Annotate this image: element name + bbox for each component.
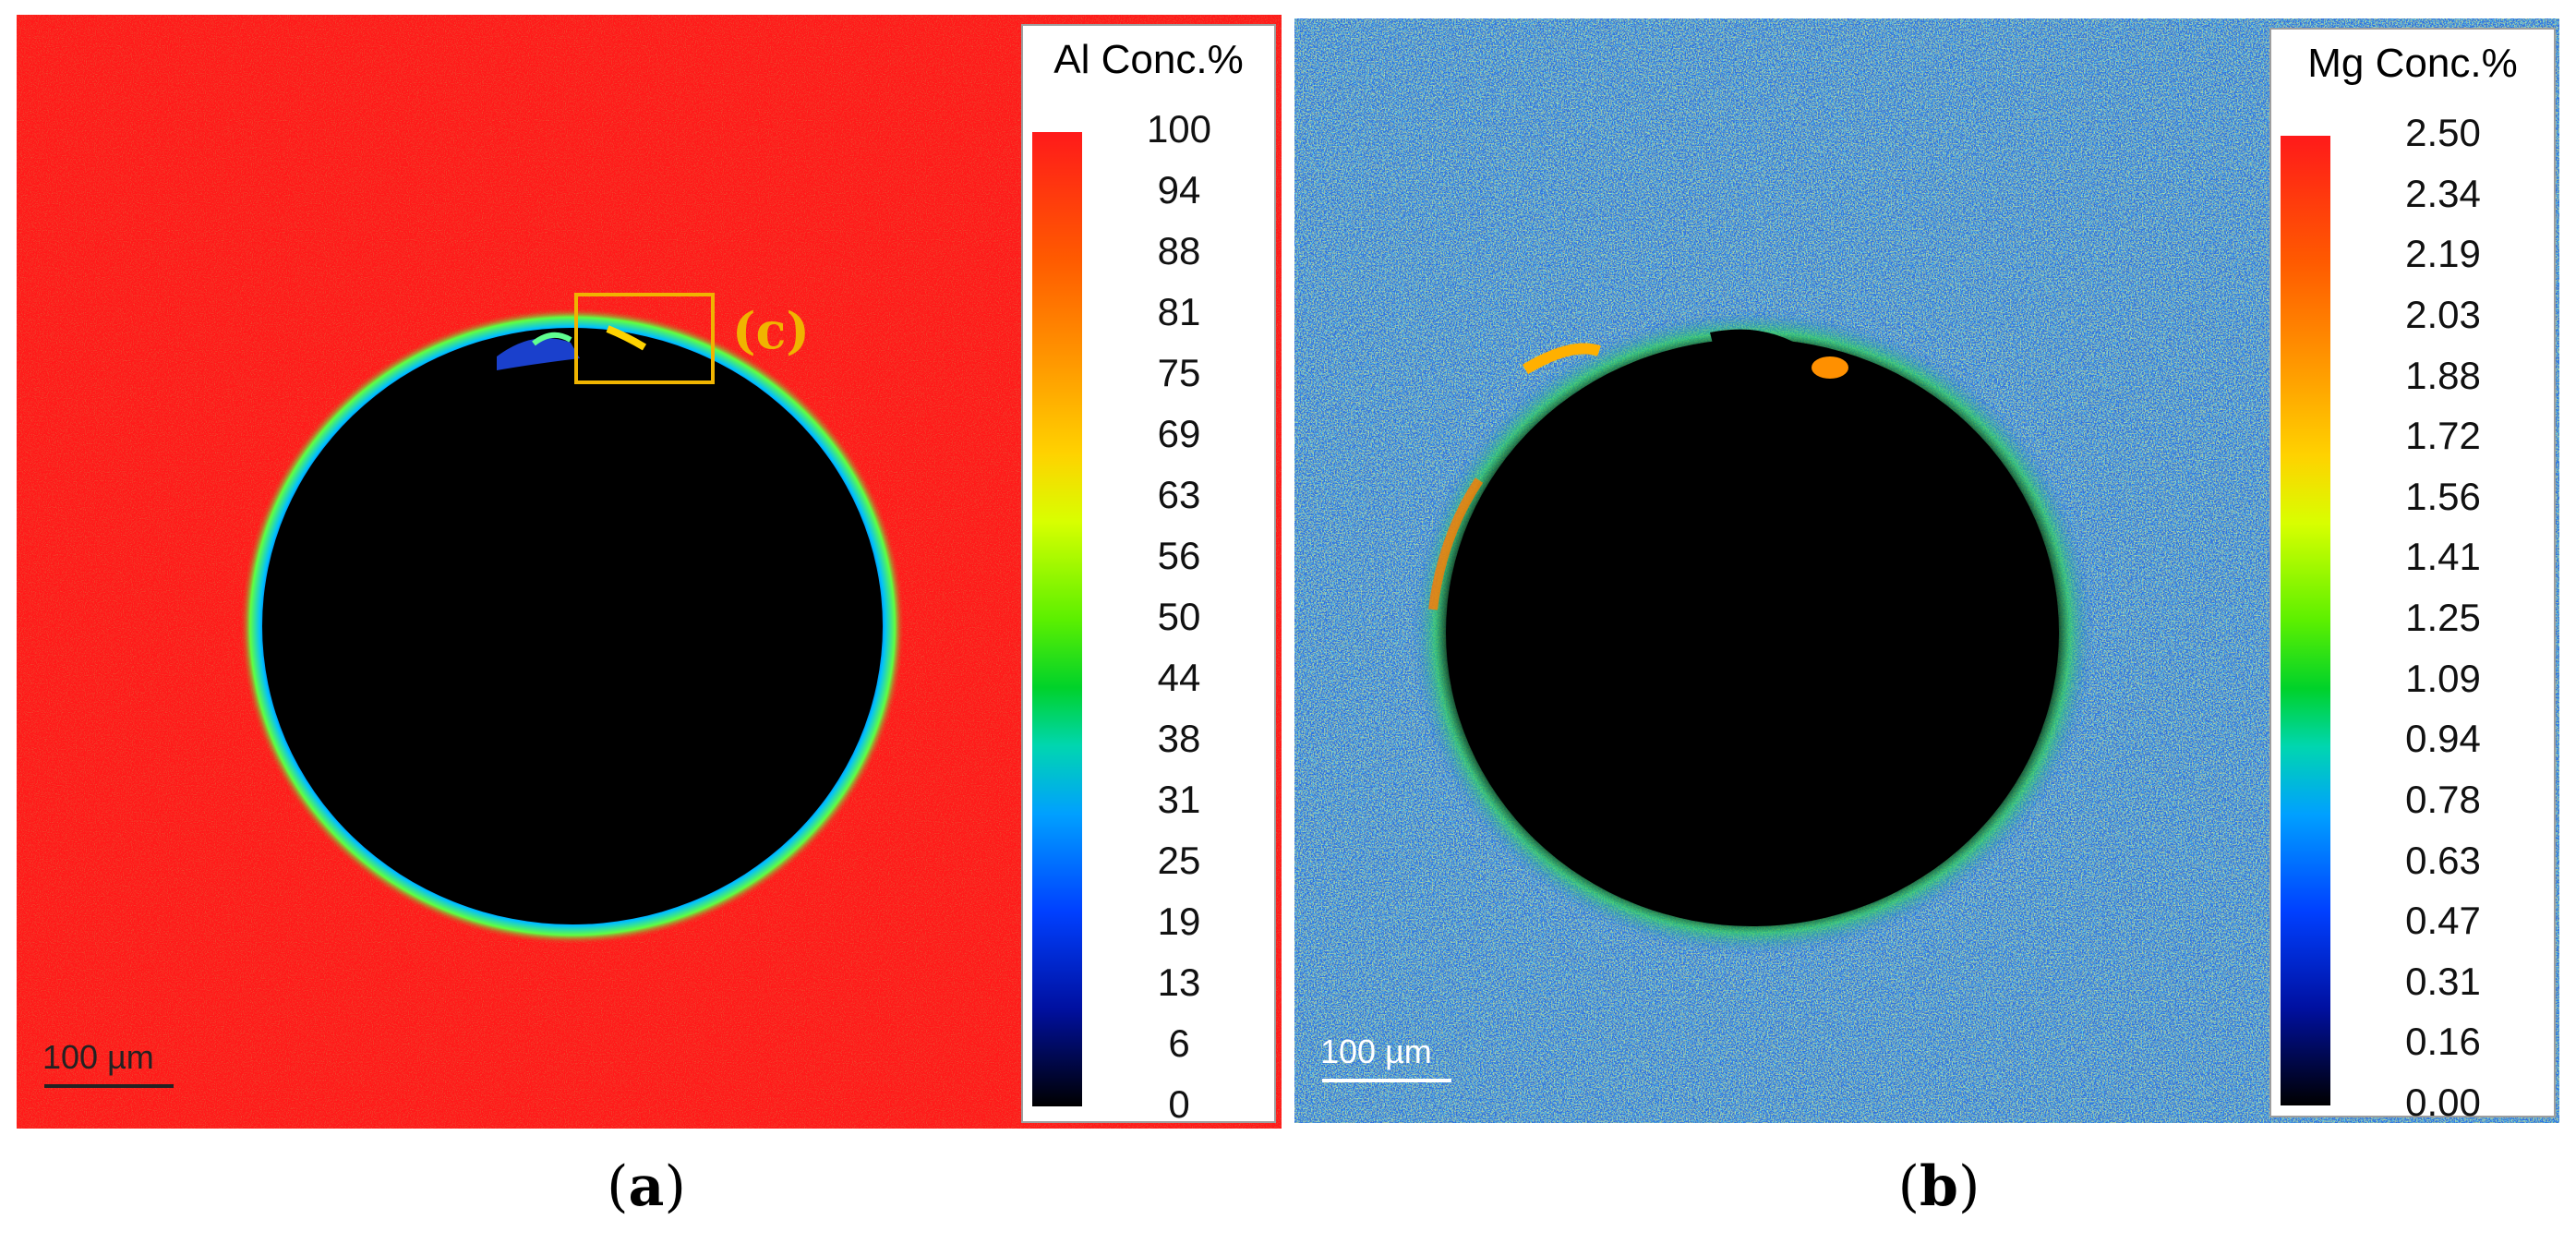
colorbar	[1032, 132, 1082, 1106]
tick-label: 100	[1146, 107, 1212, 151]
tick-label: 0	[1168, 1082, 1190, 1126]
tick-label: 1.56	[2405, 474, 2481, 518]
tick-label: 94	[1157, 168, 1201, 211]
tick-label: 1.25	[2405, 596, 2481, 639]
scale-bar-label: 100 µm	[1320, 1033, 1432, 1070]
inset-c-box	[574, 293, 715, 384]
colorbar	[2281, 136, 2330, 1105]
tick-label: 50	[1157, 595, 1201, 638]
tick-label: 0.63	[2405, 838, 2481, 882]
tick-label: 0.94	[2405, 717, 2481, 761]
tick-label: 31	[1157, 778, 1201, 821]
tick-label: 2.50	[2405, 111, 2481, 154]
tick-label: 63	[1157, 473, 1201, 516]
tick-label: 0.47	[2405, 899, 2481, 943]
tick-label: 19	[1157, 900, 1201, 943]
tick-label: 38	[1157, 717, 1201, 760]
tick-label: 0.00	[2405, 1081, 2481, 1124]
tick-label: 81	[1157, 290, 1201, 333]
tick-label: 13	[1157, 960, 1201, 1004]
void-hole	[1446, 339, 2059, 926]
panel-a-al-map: (c) 100 µm Al Conc.% 100 94 88 81 75 69 …	[17, 15, 1282, 1129]
tick-label: 1.88	[2405, 353, 2481, 397]
panel-b-caption: (b)	[1897, 1154, 1980, 1219]
scale-bar-label: 100 µm	[42, 1038, 154, 1076]
panel-a-caption: (a)	[607, 1154, 686, 1219]
tick-label: 1.09	[2405, 656, 2481, 700]
tick-label: 6	[1168, 1021, 1190, 1065]
tick-label: 2.34	[2405, 171, 2481, 215]
tick-label: 1.41	[2405, 535, 2481, 579]
tick-label: 69	[1157, 412, 1201, 455]
tick-label: 0.31	[2405, 959, 2481, 1003]
tick-label: 25	[1157, 839, 1201, 882]
tick-label: 2.19	[2405, 232, 2481, 276]
caption-letter: b	[1920, 1154, 1958, 1219]
tick-label: 44	[1157, 656, 1201, 699]
tick-label: 2.03	[2405, 292, 2481, 336]
legend-title: Mg Conc.%	[2307, 41, 2518, 86]
mg-legend: Mg Conc.% 2.50 2.34 2.19 2.03 1.88 1.72 …	[2269, 28, 2556, 1123]
void-hole	[262, 328, 883, 924]
tick-label: 88	[1157, 229, 1201, 272]
legend-ticks: 2.50 2.34 2.19 2.03 1.88 1.72 1.56 1.41 …	[2338, 113, 2548, 1123]
caption-letter: a	[628, 1154, 665, 1219]
tick-label: 1.72	[2405, 414, 2481, 458]
tick-label: 56	[1157, 534, 1201, 577]
panel-b-mg-map: 100 µm Mg Conc.% 2.50 2.34 2.19 2.03 1.8…	[1294, 18, 2559, 1123]
legend-title: Al Conc.%	[1053, 37, 1244, 82]
tick-label: 0.78	[2405, 777, 2481, 821]
legend-ticks: 100 94 88 81 75 69 63 56 50 44 38 31 25 …	[1089, 109, 1269, 1125]
al-legend: Al Conc.% 100 94 88 81 75 69 63 56 50 44…	[1021, 24, 1276, 1125]
inset-c-label: (c)	[732, 301, 810, 360]
tick-label: 75	[1157, 351, 1201, 394]
tick-label: 0.16	[2405, 1020, 2481, 1064]
